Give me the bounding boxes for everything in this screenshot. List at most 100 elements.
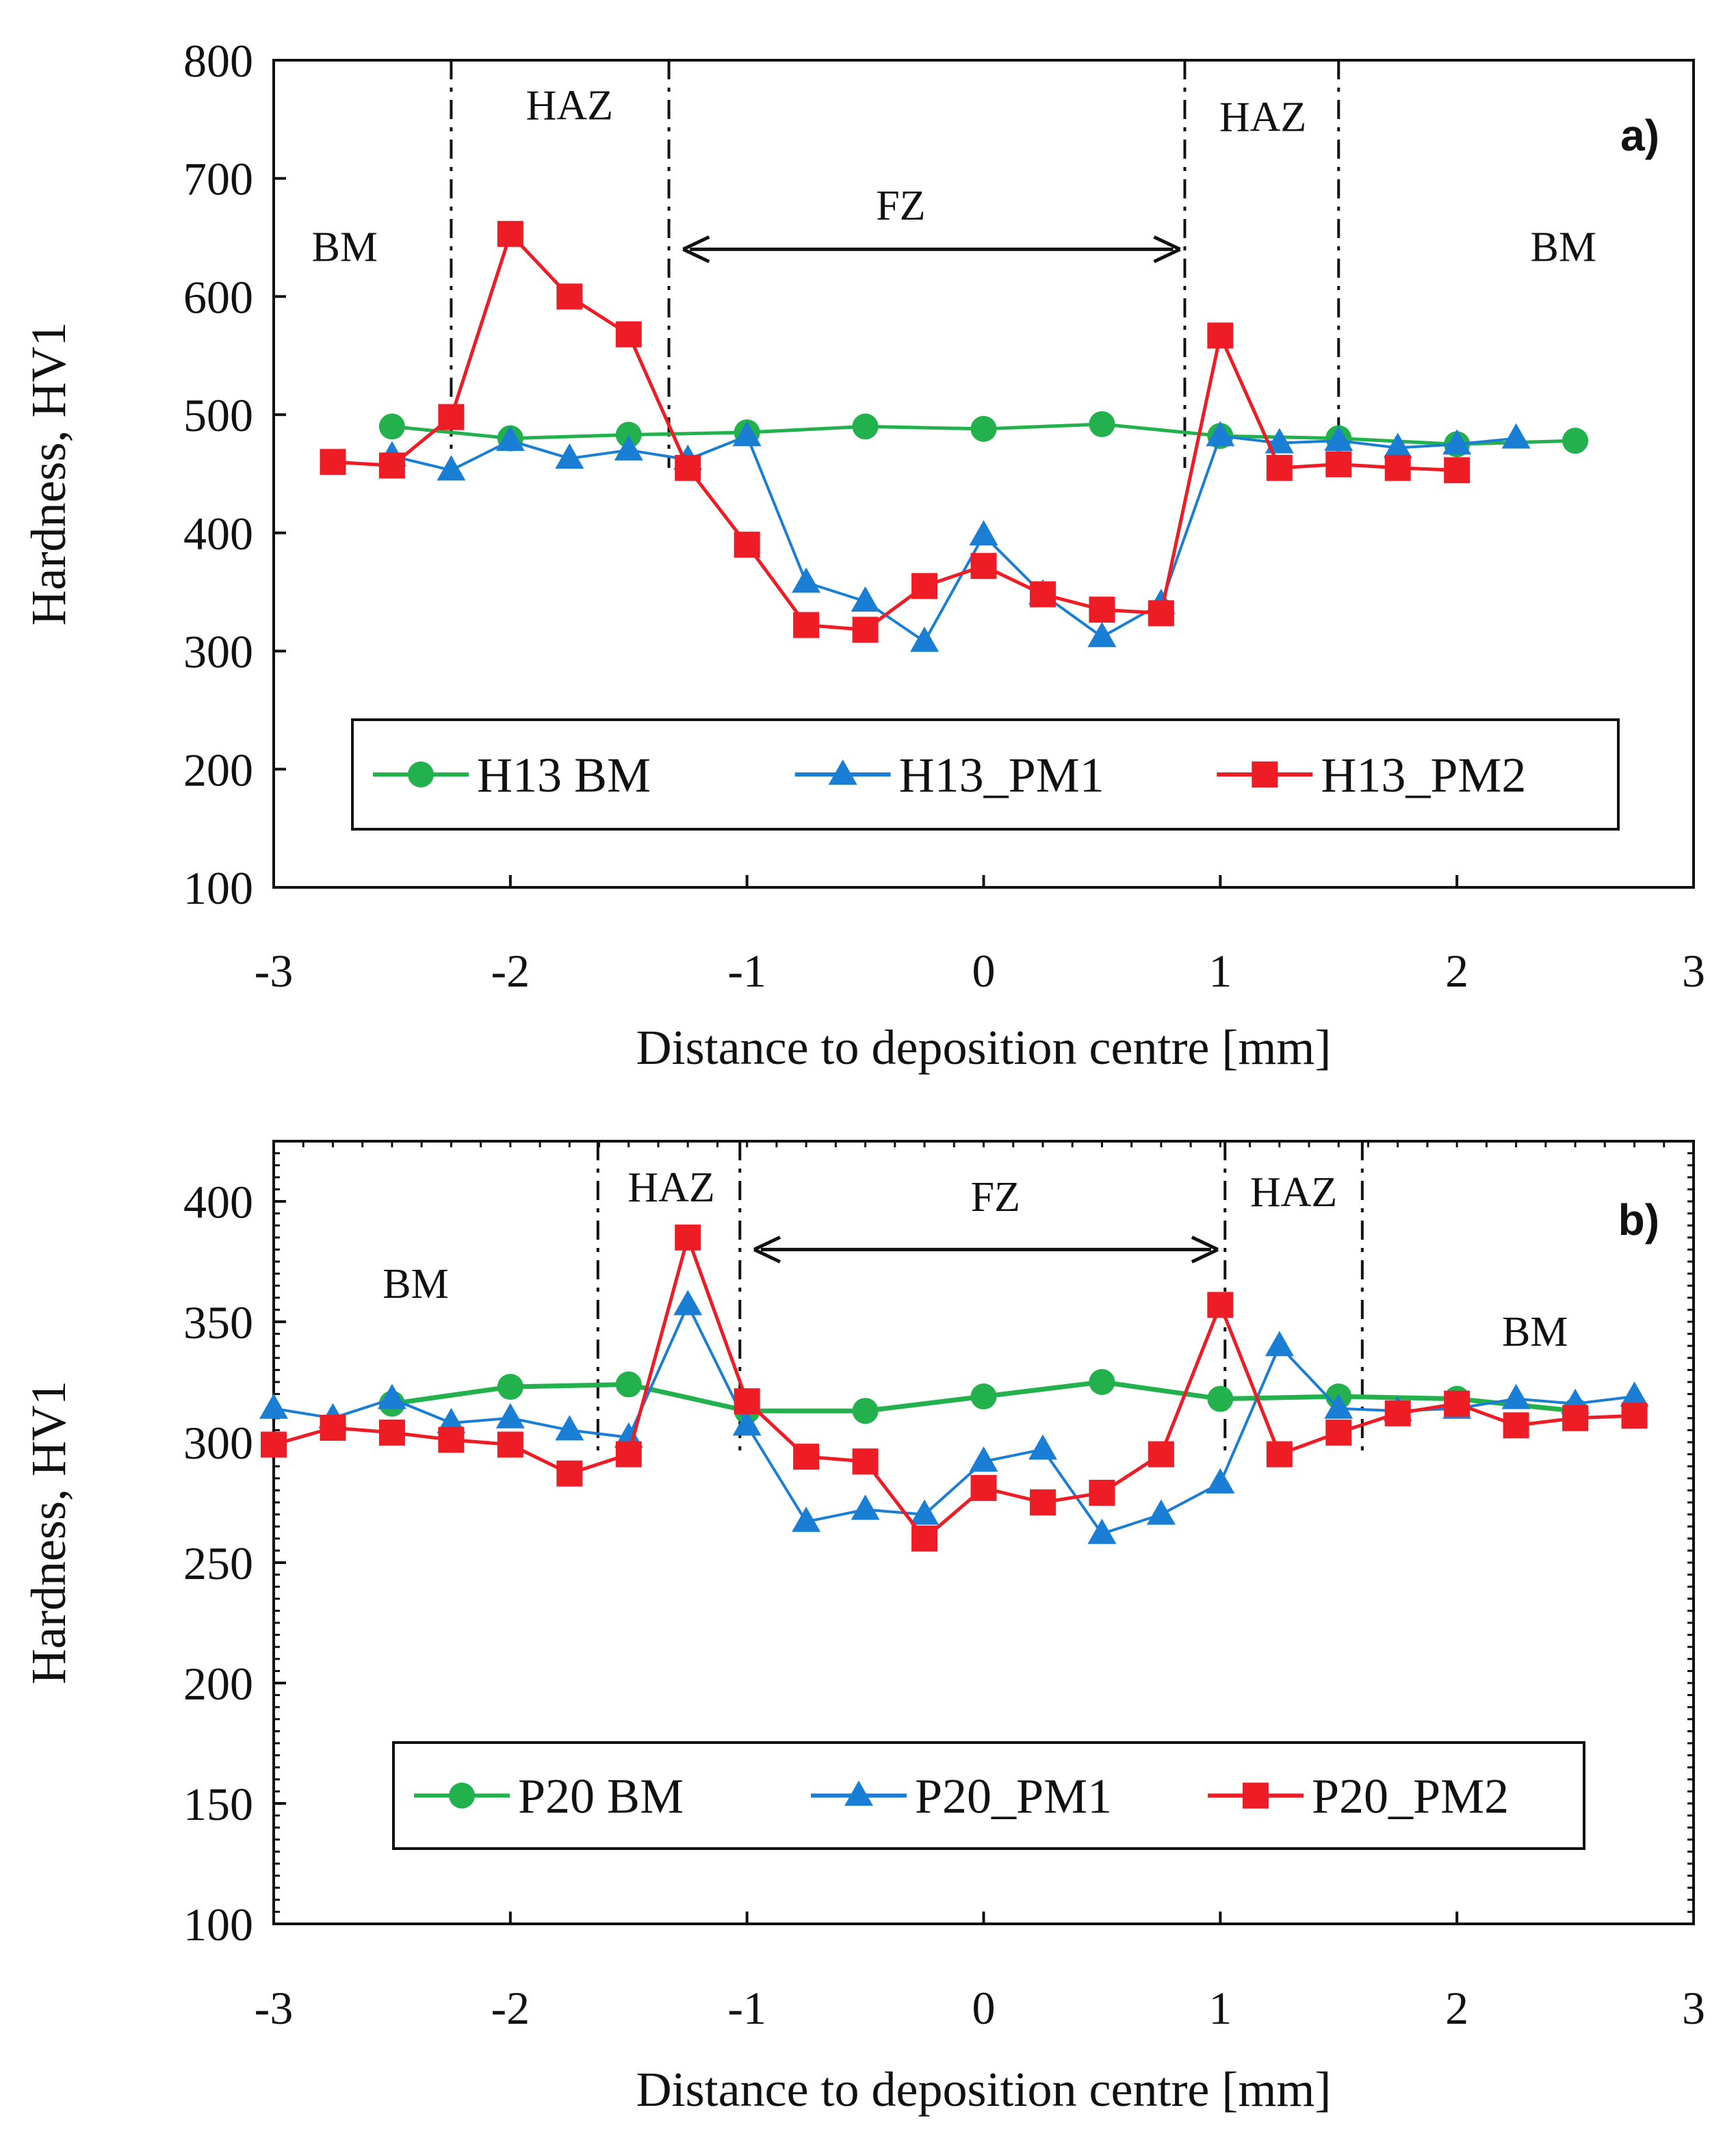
data-point — [1503, 1412, 1529, 1439]
data-point — [320, 1414, 346, 1441]
legend: P20 BM P20_PM1 P20_PM2 — [392, 1741, 1585, 1850]
data-point — [555, 1415, 584, 1441]
data-point — [1562, 1405, 1589, 1431]
data-point — [1207, 1292, 1234, 1318]
y-tick-label: 600 — [183, 271, 253, 323]
data-point — [851, 1494, 880, 1520]
data-point — [1621, 1403, 1648, 1429]
data-point — [1384, 1400, 1411, 1426]
data-point — [970, 553, 997, 579]
data-point — [911, 1525, 938, 1552]
legend-marker — [828, 759, 857, 785]
data-point — [1087, 1518, 1117, 1544]
data-point — [851, 586, 880, 612]
legend-label: P20_PM2 — [1312, 1769, 1509, 1824]
zone-label: BM — [1531, 224, 1596, 271]
data-point — [1442, 429, 1472, 455]
legend-marker — [449, 1782, 475, 1809]
data-point — [1146, 1499, 1176, 1525]
data-point — [673, 1290, 703, 1316]
data-point — [1089, 597, 1115, 623]
x-tick-label: 3 — [1682, 945, 1705, 997]
data-point — [1206, 1468, 1235, 1494]
y-axis-label: Hardness, HV1 — [21, 322, 76, 626]
x-tick-label: 1 — [1208, 1982, 1232, 2034]
x-tick-label: 1 — [1208, 945, 1232, 997]
y-axis-label: Hardness, HV1 — [21, 1381, 76, 1684]
data-point — [1324, 1393, 1353, 1419]
data-point — [732, 421, 762, 447]
data-point — [675, 454, 701, 481]
series-p20-pm2 — [261, 1224, 1648, 1552]
panel-label: b) — [1618, 1195, 1659, 1244]
data-point — [614, 434, 643, 460]
data-point — [378, 413, 405, 440]
zone-label: BM — [312, 224, 378, 271]
y-tick-label: 400 — [183, 508, 253, 560]
data-point — [911, 573, 938, 599]
y-tick-label: 200 — [183, 744, 253, 796]
data-point — [1029, 1489, 1056, 1515]
data-point — [970, 1474, 997, 1501]
data-point — [910, 1499, 940, 1525]
y-tick-label: 300 — [183, 1417, 253, 1469]
data-point — [497, 1374, 523, 1400]
y-tick-label: 100 — [183, 862, 253, 914]
y-tick-label: 200 — [183, 1658, 253, 1710]
zone-label: HAZ — [1250, 1169, 1337, 1216]
x-tick-label: -1 — [727, 1982, 766, 2034]
data-point — [1383, 432, 1412, 458]
y-tick-label: 250 — [183, 1537, 253, 1589]
legend-box — [392, 1741, 1585, 1850]
legend-marker — [844, 1780, 873, 1806]
data-point — [734, 532, 760, 558]
x-tick-label: 0 — [972, 945, 996, 997]
data-point — [852, 1398, 879, 1424]
fz-arrow-head-right — [1153, 235, 1181, 263]
data-point — [1089, 1369, 1115, 1395]
data-point — [1087, 621, 1117, 647]
data-point — [1325, 451, 1352, 478]
x-axis-label: Distance to deposition centre [mm] — [636, 2062, 1332, 2117]
legend-label: H13 BM — [477, 748, 651, 803]
y-tick-label: 300 — [183, 626, 253, 678]
data-point — [675, 1224, 701, 1251]
x-tick-label: 2 — [1445, 945, 1468, 997]
legend-marker — [408, 761, 434, 787]
zone-label: BM — [383, 1261, 448, 1307]
data-point — [495, 1403, 525, 1429]
legend-entry: P20_PM2 — [1208, 1769, 1509, 1824]
legend-box — [351, 718, 1620, 831]
data-point — [1444, 457, 1471, 484]
x-tick-label: -3 — [255, 945, 294, 997]
data-point — [1620, 1381, 1649, 1407]
data-point — [732, 1410, 762, 1436]
series-line — [391, 434, 1516, 643]
data-point — [497, 220, 523, 247]
data-point — [852, 1448, 879, 1475]
data-point — [1384, 454, 1411, 481]
legend-entry: H13_PM1 — [794, 748, 1104, 803]
data-point — [969, 520, 998, 546]
legend-label: H13_PM2 — [1321, 748, 1526, 803]
legend-label: P20_PM1 — [915, 1769, 1112, 1824]
zone-label: HAZ — [1219, 94, 1306, 141]
data-point — [1148, 600, 1174, 627]
x-tick-label: 3 — [1682, 1982, 1705, 2034]
data-point — [495, 426, 525, 452]
x-tick-label: -1 — [727, 945, 766, 997]
zone-label: BM — [1502, 1309, 1568, 1355]
data-point — [615, 421, 642, 448]
data-point — [1148, 1441, 1174, 1468]
y-tick-label: 400 — [183, 1176, 253, 1228]
data-point — [1207, 1385, 1234, 1412]
data-point — [1325, 1419, 1352, 1446]
data-point — [970, 1383, 997, 1410]
legend-entry: P20 BM — [414, 1769, 684, 1824]
data-point — [1265, 1331, 1294, 1357]
y-tick-label: 150 — [183, 1778, 253, 1830]
data-point — [1265, 428, 1294, 454]
y-tick-label: 700 — [183, 153, 253, 205]
series-h13-pm2 — [320, 220, 1471, 643]
